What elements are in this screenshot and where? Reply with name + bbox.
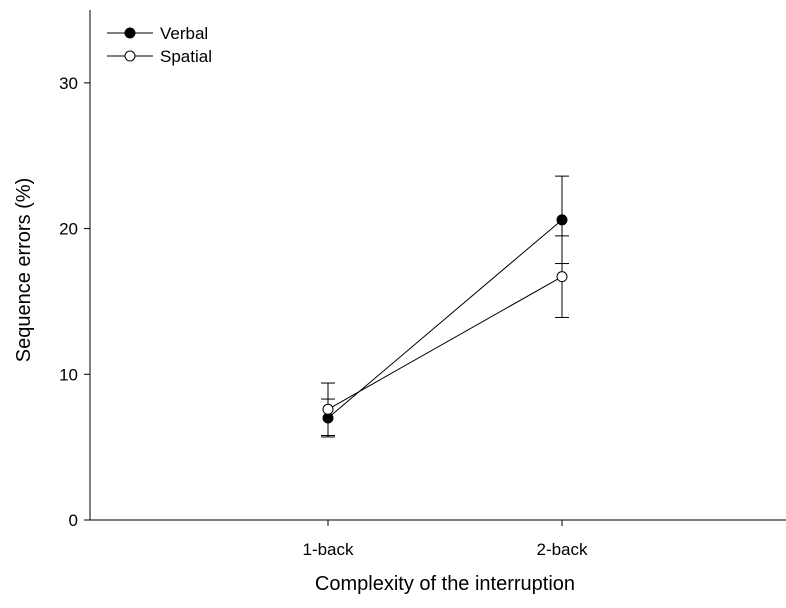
y-tick-label: 30 [59, 74, 78, 93]
series-line-spatial [327, 276, 563, 410]
y-tick-label: 10 [59, 365, 78, 384]
y-tick-label: 0 [69, 511, 78, 530]
legend-marker-verbal [124, 27, 136, 39]
point-verbal [556, 214, 568, 226]
legend: Verbal Spatial [107, 24, 212, 66]
series-layer [321, 175, 569, 438]
legend-label-verbal: Verbal [160, 24, 208, 43]
x-tick-label: 2-back [536, 540, 588, 559]
x-tick-label: 1-back [302, 540, 354, 559]
axes: 0 10 20 30 1-back 2-back [59, 10, 786, 559]
y-tick-label: 20 [59, 220, 78, 239]
x-axis-label: Complexity of the interruption [315, 573, 575, 595]
legend-marker-spatial [124, 50, 136, 62]
y-axis-label: Sequence errors (%) [13, 178, 35, 363]
series-line-verbal [327, 219, 563, 419]
point-spatial [556, 271, 568, 283]
point-spatial [322, 403, 334, 415]
legend-label-spatial: Spatial [160, 47, 212, 66]
